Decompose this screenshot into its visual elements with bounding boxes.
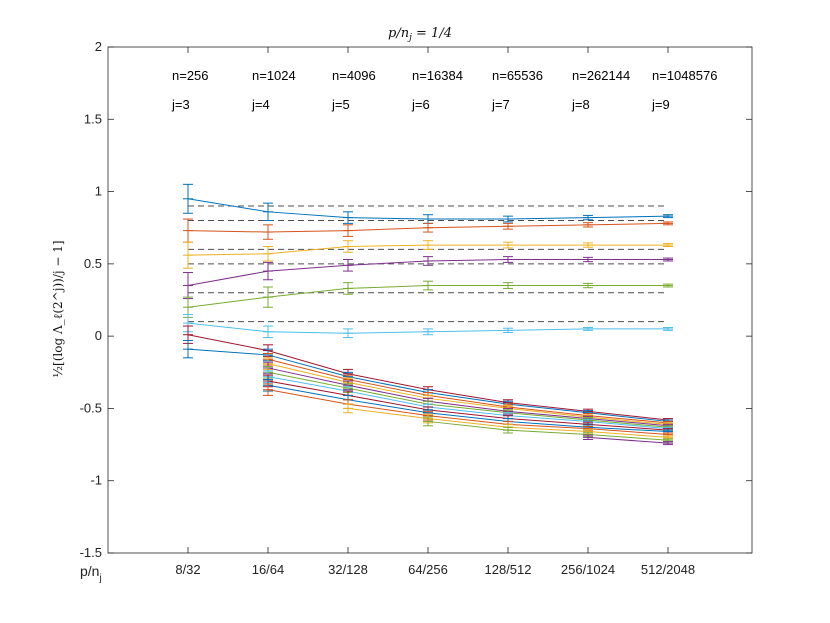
x-tick-label-1: 16/64 — [252, 562, 285, 577]
series-line-11 — [267, 371, 669, 428]
series-line-12 — [267, 376, 669, 430]
series-line-18 — [587, 436, 669, 444]
n-annotation-6: n=1048576 — [652, 68, 717, 83]
j-annotation-3: j=6 — [411, 97, 430, 112]
y-tick-label-1: -1 — [90, 473, 102, 488]
n-annotation-5: n=262144 — [572, 68, 630, 83]
series-line-8 — [267, 358, 669, 424]
y-tick-label-6: 1.5 — [84, 111, 102, 126]
n-annotation-0: n=256 — [172, 68, 209, 83]
j-annotation-0: j=3 — [171, 97, 190, 112]
y-tick-label-3: 0 — [95, 328, 102, 343]
series-line-13 — [267, 380, 669, 431]
j-annotation-2: j=5 — [331, 97, 350, 112]
y-tick-label-0: -1.5 — [80, 545, 102, 560]
series-line-9 — [267, 363, 669, 425]
y-tick-label-2: -0.5 — [80, 400, 102, 415]
y-tick-label-4: 0.5 — [84, 256, 102, 271]
x-tick-label-0: 8/32 — [175, 562, 200, 577]
x-tick-label-4: 128/512 — [485, 562, 532, 577]
x-tick-label-5: 256/1024 — [561, 562, 615, 577]
x-tick-label-2: 32/128 — [328, 562, 368, 577]
series-line-15 — [267, 389, 669, 435]
chart-title: p/nj = 1/4 — [388, 26, 452, 43]
y-axis-label-text: ½[(log Λ_ℓ(2^j))/j − 1] — [51, 240, 65, 377]
y-axis-label: ½[(log Λ_ℓ(2^j))/j − 1] — [51, 240, 65, 377]
j-annotation-1: j=4 — [251, 97, 270, 112]
x-tick-label-3: 64/256 — [408, 562, 448, 577]
j-annotation-4: j=7 — [491, 97, 510, 112]
series-line-10 — [267, 367, 669, 427]
y-tick-label-7: 2 — [95, 39, 102, 54]
x-tick-label-6: 512/2048 — [641, 562, 695, 577]
j-annotation-6: j=9 — [651, 97, 670, 112]
n-annotation-4: n=65536 — [492, 68, 543, 83]
n-annotation-3: n=16384 — [412, 68, 463, 83]
plot-area: -1.5 -1 -0.5 0 0.5 1 1.5 2 8/32 16/64 32/128 64/256… — [80, 39, 753, 577]
n-annotation-2: n=4096 — [332, 68, 376, 83]
series-line-17 — [427, 420, 669, 441]
n-annotation-1: n=1024 — [252, 68, 296, 83]
axes-frame — [107, 46, 753, 554]
j-annotation-5: j=8 — [571, 97, 590, 112]
series-line-14 — [267, 384, 669, 433]
x-axis-label: p/nj — [80, 563, 102, 584]
y-tick-label-5: 1 — [95, 184, 102, 199]
